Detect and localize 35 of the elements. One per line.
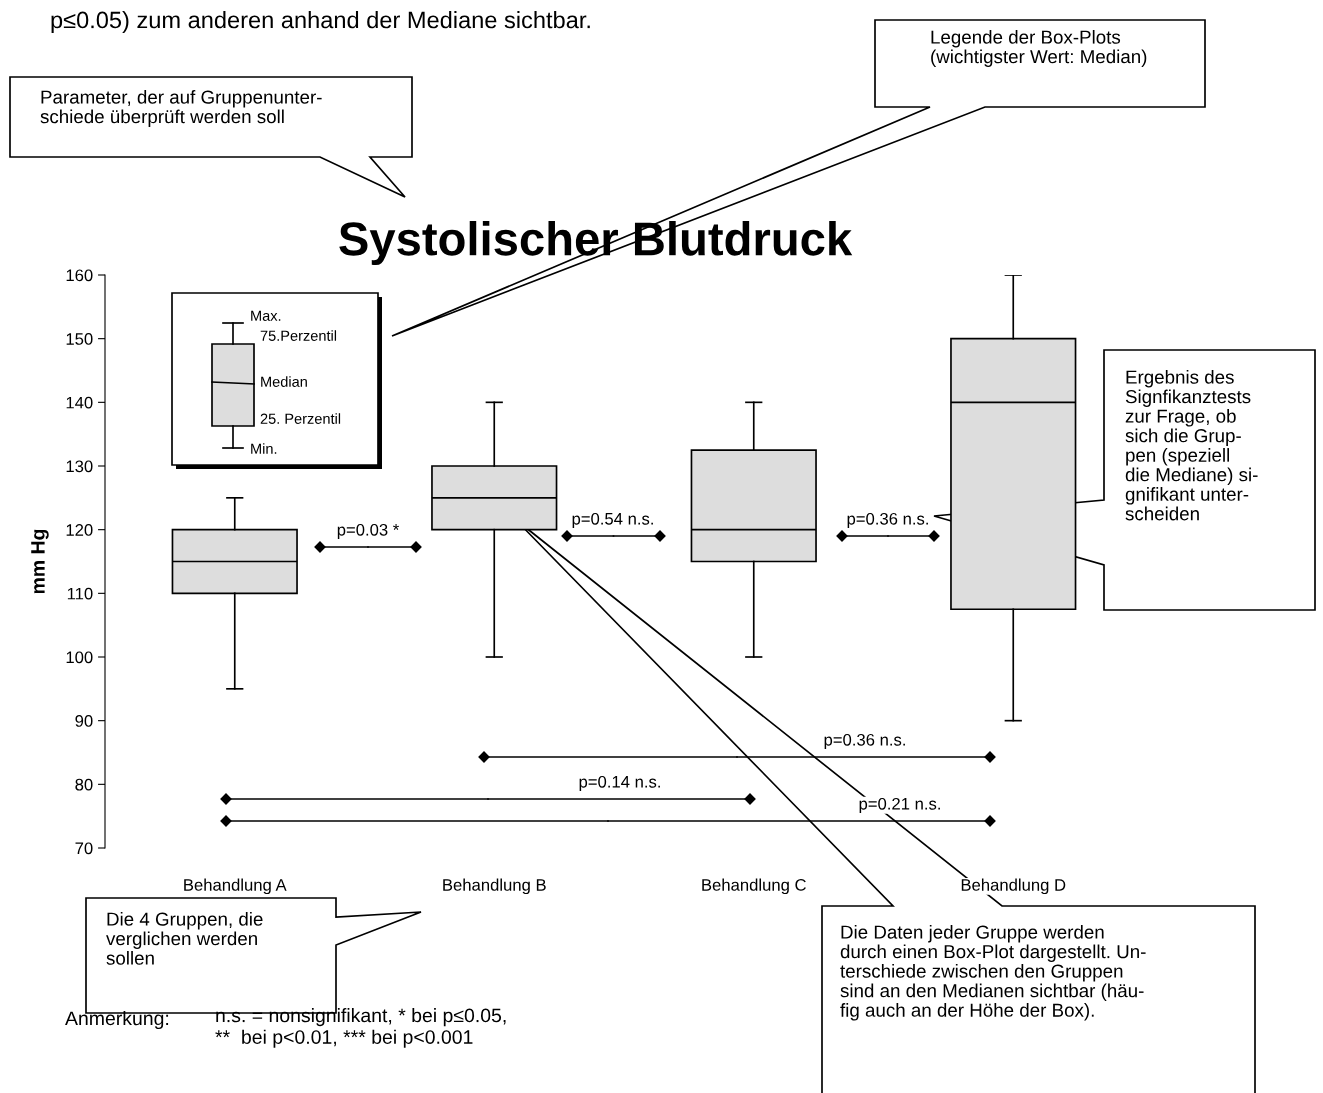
- annotation: p=0.21 n.s.: [859, 797, 940, 813]
- annotation: Median: [261, 376, 307, 387]
- text: Legende der Box-Plots (wichtigster Wert: Median): [931, 30, 1147, 67]
- y-tick-label: 130: [66, 460, 93, 473]
- text: Die 4 Gruppen, die verglichen werden sollen: [106, 912, 263, 965]
- y-tick-label: 150: [66, 333, 93, 345]
- y-tick-label: 70: [75, 842, 93, 855]
- annotation: 25. Perzentil: [260, 413, 341, 424]
- annotation: p=0.54 n.s.: [572, 512, 653, 528]
- x-tick-label: Behandlung D: [961, 878, 1066, 895]
- y-tick-label: 140: [66, 396, 93, 409]
- annotation: p=0.36 n.s.: [847, 512, 928, 528]
- y-tick-label: 120: [66, 524, 93, 536]
- annotation: Min.: [251, 443, 277, 454]
- y-tick-label: 160: [66, 269, 93, 282]
- annotation: p=0.36 n.s.: [824, 733, 905, 749]
- text: Anmerkung:: [65, 1010, 169, 1030]
- x-tick-label: Behandlung C: [702, 878, 806, 895]
- chart-title: Systolischer Blutdruck: [339, 220, 853, 266]
- text: Die Daten jeder Gruppe werden durch einen Box-Plot dargestellt. Un- terschiede zwischen den Gruppen sind an den Medianen sichtbar (häu- fig auch an der Höhe der Box).: [840, 925, 1146, 1021]
- y-tick-label: 90: [75, 715, 93, 727]
- annotation: p=0.03 *: [337, 523, 400, 539]
- annotation: Max.: [251, 310, 281, 321]
- text: n.s. = nonsignifikant, * bei p≤0.05, ** bei p<0.01, *** bei p<0.001: [215, 1008, 506, 1048]
- y-tick-label: 80: [75, 778, 93, 791]
- x-tick-label: Behandlung A: [184, 878, 287, 895]
- text: p≤0.05) zum anderen anhand der Mediane sichtbar.: [51, 11, 590, 33]
- annotation: Ergebnis des Signfikanztests zur Frage, ob sich die Grup- pen (speziell die Mediane) si- gnifikant unter- scheiden: [1125, 370, 1258, 521]
- y-tick-label: 100: [66, 651, 93, 664]
- annotation: p=0.14 n.s.: [579, 775, 660, 791]
- x-tick-label: Behandlung B: [443, 878, 546, 895]
- text: Parameter, der auf Gruppenunter- schiede überprüft werden soll: [40, 90, 322, 127]
- y-axis-title: mm Hg: [31, 529, 49, 594]
- annotation: 75.Perzentil: [260, 330, 337, 341]
- y-tick-label: 110: [67, 587, 93, 600]
